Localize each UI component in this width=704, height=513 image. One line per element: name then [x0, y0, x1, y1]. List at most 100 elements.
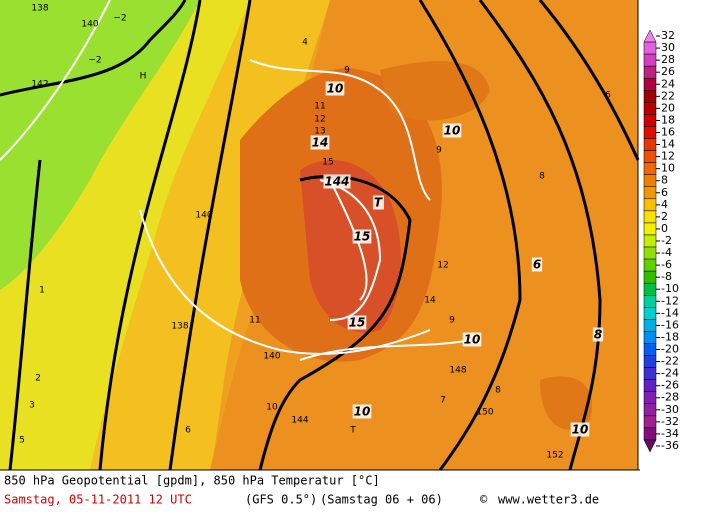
map-label: 15	[354, 230, 371, 244]
colorbar-label: 16	[661, 125, 675, 138]
colorbar-swatch	[643, 343, 657, 356]
map-label: 13	[314, 127, 325, 137]
colorbar-swatch	[643, 307, 657, 320]
label-box	[352, 404, 372, 419]
label-box	[570, 422, 590, 437]
map-label: 4	[302, 38, 308, 48]
colorbar-swatch	[643, 319, 657, 332]
colorbar-swatch	[643, 126, 657, 139]
map-label: 10	[464, 333, 481, 347]
map-label: 9	[436, 146, 442, 156]
map-label: 15	[349, 316, 366, 330]
colorbar-swatch	[643, 90, 657, 103]
colorbar-swatch	[643, 150, 657, 163]
colorbar-swatch	[643, 102, 657, 115]
colorbar-label: 0	[661, 222, 668, 235]
map-label: 12	[437, 261, 448, 271]
colorbar-swatch	[643, 367, 657, 380]
colorbar-label: -28	[661, 391, 679, 404]
map-label: 9	[449, 316, 455, 326]
colorbar-swatch	[643, 379, 657, 392]
map-label: 10	[266, 403, 278, 413]
colorbar-swatch	[643, 403, 657, 417]
map-label: H	[140, 72, 147, 82]
colorbar-label: -16	[661, 318, 679, 331]
colorbar-label: 8	[661, 174, 668, 187]
colorbar-swatch	[643, 138, 657, 151]
colorbar-label: -8	[661, 270, 672, 283]
map-label: 8	[495, 386, 501, 396]
label-box	[442, 123, 462, 138]
colorbar: 32302826242220181614121086420-2-4-6-8-10…	[643, 29, 679, 453]
colorbar-swatch	[643, 246, 657, 260]
temperature-contours	[0, 0, 471, 361]
colorbar-label: 20	[661, 101, 675, 114]
colorbar-swatch	[643, 331, 657, 344]
map-label: 1	[39, 286, 45, 296]
colorbar-label: 18	[661, 113, 675, 126]
colorbar-swatch	[643, 270, 657, 284]
label-box	[310, 135, 330, 150]
colorbar-label: 14	[661, 138, 675, 151]
label-box	[352, 229, 372, 244]
map-label: 6	[605, 91, 611, 101]
colorbar-label: 30	[661, 41, 675, 54]
colorbar-swatch	[643, 439, 657, 453]
colorbar-label: 4	[661, 198, 668, 211]
footer-run: (Samstag 06 + 06)	[320, 493, 443, 507]
map-label: 144	[291, 416, 308, 426]
colorbar-swatch	[643, 162, 657, 175]
colorbar-swatch	[643, 391, 657, 405]
map-label: 14	[424, 296, 436, 306]
colorbar-label: -30	[661, 403, 679, 416]
colorbar-label: -18	[661, 330, 679, 343]
colorbar-label: 26	[661, 65, 675, 78]
colorbar-swatch	[643, 29, 657, 43]
geopotential-contours	[0, 0, 640, 471]
footer-title: 850 hPa Geopotential [gpdm], 850 hPa Tem…	[4, 474, 380, 488]
label-box	[462, 332, 482, 347]
label-box	[325, 81, 345, 96]
map-label: 138	[31, 4, 48, 14]
colorbar-swatch	[643, 114, 657, 127]
map-label: 150	[476, 408, 493, 418]
map-label: −2	[113, 14, 126, 24]
colorbar-label: -10	[661, 282, 679, 295]
map-label: 140	[263, 352, 280, 362]
map-label: 8	[539, 172, 545, 182]
map-label: 140	[195, 211, 212, 221]
map-label: 10	[354, 405, 371, 419]
colorbar-label: 10	[661, 162, 675, 175]
map-label: 152	[546, 451, 563, 461]
map-label: 138	[171, 322, 188, 332]
colorbar-label: -12	[661, 294, 679, 307]
map-label: 5	[19, 436, 25, 446]
colorbar-swatch	[643, 198, 657, 212]
colorbar-label: -14	[661, 306, 679, 319]
colorbar-swatch	[643, 65, 657, 79]
colorbar-label: -24	[661, 367, 679, 380]
colorbar-label: -32	[661, 415, 679, 428]
colorbar-label: -22	[661, 355, 679, 368]
colorbar-swatch	[643, 186, 657, 200]
colorbar-swatch	[643, 53, 657, 67]
colorbar-label: -20	[661, 343, 679, 356]
map-label: −2	[88, 56, 101, 66]
map-label: 142	[31, 80, 48, 90]
colorbar-label: 12	[661, 150, 675, 163]
colorbar-label: -2	[661, 234, 672, 247]
map-label: 11	[249, 316, 260, 326]
map-label: 148	[449, 366, 466, 376]
map-label: 10	[444, 124, 461, 138]
footer-copyright: ©	[480, 493, 488, 507]
colorbar-swatch	[643, 258, 657, 272]
colorbar-label: -34	[661, 427, 679, 440]
label-box	[592, 327, 604, 342]
footer-date: Samstag, 05-11-2011 12 UTC	[4, 493, 192, 507]
map-label: 3	[29, 401, 35, 411]
label-box	[531, 257, 543, 272]
map-label: 144	[324, 175, 349, 189]
map-label: 10	[572, 423, 589, 437]
map-label: 12	[314, 115, 325, 125]
colorbar-swatch	[643, 77, 657, 91]
